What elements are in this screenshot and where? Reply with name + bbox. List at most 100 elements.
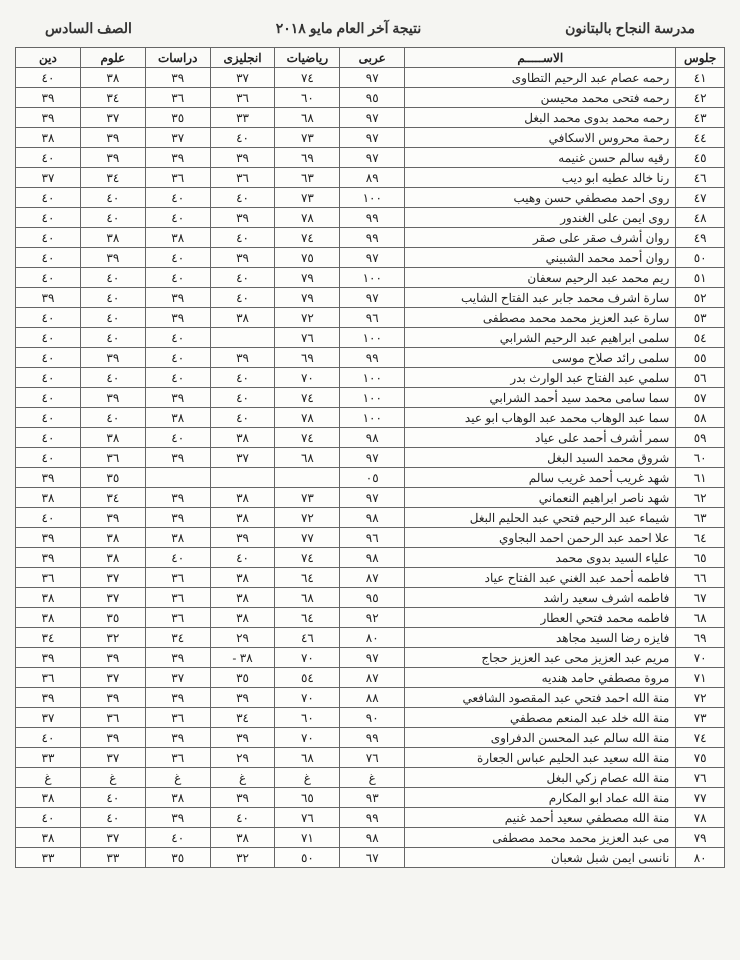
cell-science: ٤٠ [80,268,145,288]
cell-science: ٤٠ [80,328,145,348]
cell-social: ٤٠ [145,248,210,268]
cell-arabic: ٨٠ [340,628,405,648]
cell-science: ٣٦ [80,708,145,728]
cell-religion: ٤٠ [16,388,81,408]
cell-english: ٤٠ [210,368,275,388]
cell-arabic: ١٠٠ [340,368,405,388]
cell-religion: ٣٤ [16,628,81,648]
cell-math: ٦٨ [275,108,340,128]
cell-religion: ٣٨ [16,588,81,608]
cell-name: سما سامى محمد سيد أحمد الشرابي [405,388,676,408]
cell-science: ٣٩ [80,128,145,148]
cell-religion: ٤٠ [16,728,81,748]
cell-social: ٣٩ [145,288,210,308]
cell-english: ٣٩ [210,248,275,268]
cell-seat: ٧٧ [676,788,725,808]
table-row: ٥١ريم محمد عبد الرحيم سعفان١٠٠٧٩٤٠٤٠٤٠٤٠ [16,268,725,288]
table-row: ٧٦منة الله عصام زكي البغلغغغغغغ [16,768,725,788]
cell-religion: ٤٠ [16,428,81,448]
cell-arabic: ٩٩ [340,348,405,368]
table-row: ٤٣رحمه محمد بدوى محمد البغل٩٧٦٨٣٣٣٥٣٧٣٩ [16,108,725,128]
cell-arabic: ٩٢ [340,608,405,628]
cell-seat: ٦١ [676,468,725,488]
cell-seat: ٤٢ [676,88,725,108]
cell-social: ٣٩ [145,308,210,328]
col-science: علوم [80,48,145,68]
cell-name: نانسى ايمن شبل شعبان [405,848,676,868]
cell-science: ٣٤ [80,488,145,508]
cell-science: غ [80,768,145,788]
table-row: ٥٦سلمي عبد الفتاح عبد الوارث بدر١٠٠٧٠٤٠٤… [16,368,725,388]
table-row: ٧١مروة مصطفي حامد هنديه٨٧٥٤٣٥٣٧٣٧٣٦ [16,668,725,688]
cell-math: ٤٦ [275,628,340,648]
cell-math: ٦٥ [275,788,340,808]
cell-social: ٣٦ [145,88,210,108]
cell-arabic: ٩٧ [340,288,405,308]
table-row: ٥٤سلمى ابراهيم عبد الرحيم الشرابي١٠٠٧٦٤٠… [16,328,725,348]
cell-social: ٣٦ [145,748,210,768]
cell-religion: غ [16,768,81,788]
cell-name: فايزه رضا السيد مجاهد [405,628,676,648]
cell-seat: ٥٩ [676,428,725,448]
cell-name: منة الله مصطفي سعيد أحمد غنيم [405,808,676,828]
cell-math [275,468,340,488]
cell-social: ٣٦ [145,588,210,608]
cell-english [210,468,275,488]
cell-social: ٤٠ [145,208,210,228]
cell-social: ٣٥ [145,848,210,868]
cell-name: علياء السيد بدوى محمد [405,548,676,568]
cell-science: ٣٩ [80,688,145,708]
cell-seat: ٦٥ [676,548,725,568]
cell-name: مريم عبد العزيز محى عبد العزيز حجاج [405,648,676,668]
cell-arabic: ٩٧ [340,68,405,88]
cell-arabic: ٧٦ [340,748,405,768]
cell-math: ٧٩ [275,268,340,288]
table-row: ٤٩روان أشرف صقر على صقر٩٩٧٤٤٠٣٨٣٨٤٠ [16,228,725,248]
cell-science: ٣٢ [80,628,145,648]
cell-social: ٤٠ [145,428,210,448]
cell-seat: ٤٧ [676,188,725,208]
cell-science: ٤٠ [80,368,145,388]
cell-arabic: ٩٧ [340,488,405,508]
cell-science: ٤٠ [80,408,145,428]
col-social: دراسات [145,48,210,68]
cell-religion: ٤٠ [16,188,81,208]
cell-seat: ٧٢ [676,688,725,708]
cell-science: ٣٩ [80,648,145,668]
cell-seat: ٥٦ [676,368,725,388]
cell-english: ٤٠ [210,808,275,828]
cell-religion: ٣٩ [16,528,81,548]
cell-english: ٣٨ [210,608,275,628]
cell-arabic: ٩٧ [340,248,405,268]
table-row: ٨٠نانسى ايمن شبل شعبان٦٧٥٠٣٢٣٥٣٣٣٣ [16,848,725,868]
cell-religion: ٤٠ [16,208,81,228]
cell-math: ٧٦ [275,328,340,348]
cell-religion: ٣٧ [16,168,81,188]
table-row: ٥٨سما عبد الوهاب محمد عبد الوهاب ابو عيد… [16,408,725,428]
cell-seat: ٥٥ [676,348,725,368]
cell-name: رقيه سالم حسن غنيمه [405,148,676,168]
cell-religion: ٤٠ [16,808,81,828]
cell-name: سارة عبد العزيز محمد محمد مصطفى [405,308,676,328]
cell-religion: ٣٨ [16,488,81,508]
table-header-row: جلوس الاســـــم عربى رياضيات انجليزى درا… [16,48,725,68]
cell-arabic: ٩٣ [340,788,405,808]
cell-science: ٣٣ [80,848,145,868]
table-row: ٥٩سمر أشرف أحمد على عياد٩٨٧٤٣٨٤٠٣٨٤٠ [16,428,725,448]
grade-label: الصف السادس [45,20,132,37]
table-row: ٧٢منة الله احمد فتحي عبد المقصود الشافعي… [16,688,725,708]
cell-english: ٣٧ [210,448,275,468]
cell-science: ٣٥ [80,608,145,628]
cell-arabic: ٩٧ [340,128,405,148]
table-row: ٥٧سما سامى محمد سيد أحمد الشرابي١٠٠٧٤٤٠٣… [16,388,725,408]
cell-religion: ٣٩ [16,648,81,668]
table-row: ٤٦رنا خالد عطيه ابو ديب٨٩٦٣٣٦٣٦٣٤٣٧ [16,168,725,188]
cell-name: ريم محمد عبد الرحيم سعفان [405,268,676,288]
cell-social: ٤٠ [145,348,210,368]
cell-seat: ٧٨ [676,808,725,828]
cell-name: منة الله عماد ابو المكارم [405,788,676,808]
cell-religion: ٣٨ [16,828,81,848]
cell-arabic: ٨٩ [340,168,405,188]
cell-social: ٣٧ [145,128,210,148]
cell-english: ٣٧ [210,68,275,88]
